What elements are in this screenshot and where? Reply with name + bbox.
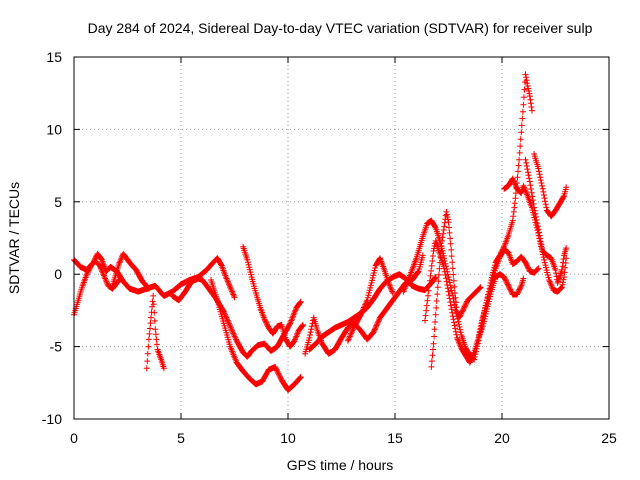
y-tick-label: 5 [54, 194, 62, 210]
series-sat-12 [422, 237, 542, 366]
series-sat-13 [428, 208, 484, 370]
series-sat-14 [475, 271, 527, 341]
y-tick-label: 0 [54, 266, 62, 282]
x-tick-label: 15 [387, 430, 403, 446]
plus-markers [531, 151, 570, 220]
plus-markers [143, 292, 167, 372]
series-sat-6 [208, 277, 304, 393]
x-tick-label: 20 [494, 430, 510, 446]
x-axis-label: GPS time / hours [287, 457, 394, 473]
plus-markers [240, 243, 306, 350]
plus-markers [344, 255, 396, 344]
plus-markers [208, 277, 304, 393]
y-tick-label: -10 [42, 411, 62, 427]
plot-frame [73, 56, 610, 420]
x-tick-label: 10 [280, 430, 296, 446]
chart-title: Day 284 of 2024, Sidereal Day-to-day VTE… [88, 20, 593, 36]
grid-lines [74, 57, 609, 419]
series-sat-10 [344, 255, 396, 344]
plus-markers [109, 250, 152, 292]
series-sat-16 [522, 156, 570, 286]
y-tick-label: 10 [46, 121, 62, 137]
plus-markers [475, 271, 527, 341]
plus-markers [428, 208, 484, 370]
y-tick-label: -5 [50, 339, 63, 355]
axis-ticks: 0 5 10 15 20 25 -10 -5 0 5 10 15 [42, 49, 617, 446]
y-tick-label: 15 [46, 49, 62, 65]
series-sat-7 [240, 243, 306, 350]
x-tick-label: 0 [70, 430, 78, 446]
series-sat-17 [531, 151, 570, 220]
y-axis-label: SDTVAR / TECUs [6, 182, 22, 294]
series-sat-3 [109, 250, 152, 292]
x-tick-label: 25 [601, 430, 617, 446]
x-tick-label: 5 [177, 430, 185, 446]
plus-markers [522, 156, 570, 286]
data-points [71, 71, 570, 393]
plus-markers [422, 237, 542, 366]
series-sat-4 [143, 292, 167, 372]
